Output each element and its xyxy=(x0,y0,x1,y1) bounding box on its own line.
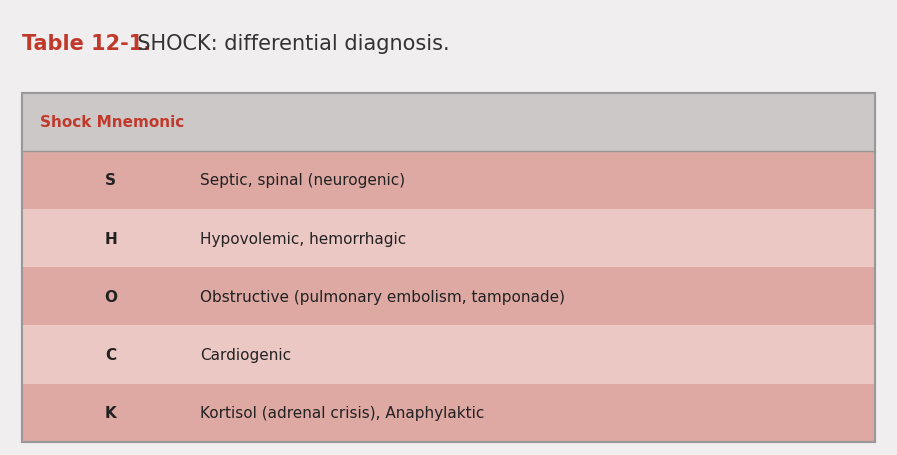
Text: K: K xyxy=(105,405,117,420)
Text: Shock Mnemonic: Shock Mnemonic xyxy=(39,115,184,130)
Text: C: C xyxy=(105,347,117,362)
Text: Cardiogenic: Cardiogenic xyxy=(200,347,291,362)
Bar xyxy=(22,384,875,442)
Text: Obstructive (pulmonary embolism, tamponade): Obstructive (pulmonary embolism, tampona… xyxy=(200,289,565,304)
Text: Table 12-1.: Table 12-1. xyxy=(22,35,151,54)
Text: Septic, spinal (neurogenic): Septic, spinal (neurogenic) xyxy=(200,173,405,188)
Text: O: O xyxy=(104,289,118,304)
Bar xyxy=(22,152,875,210)
Bar xyxy=(22,210,875,268)
Text: S: S xyxy=(105,173,117,188)
Text: Kortisol (adrenal crisis), Anaphylaktic: Kortisol (adrenal crisis), Anaphylaktic xyxy=(200,405,484,420)
Bar xyxy=(22,326,875,384)
Bar xyxy=(22,93,875,442)
Bar xyxy=(22,93,875,442)
Bar xyxy=(22,268,875,326)
Text: Hypovolemic, hemorrhagic: Hypovolemic, hemorrhagic xyxy=(200,231,406,246)
Text: H: H xyxy=(104,231,118,246)
Text: SHOCK: differential diagnosis.: SHOCK: differential diagnosis. xyxy=(124,35,449,54)
Bar xyxy=(22,93,875,152)
